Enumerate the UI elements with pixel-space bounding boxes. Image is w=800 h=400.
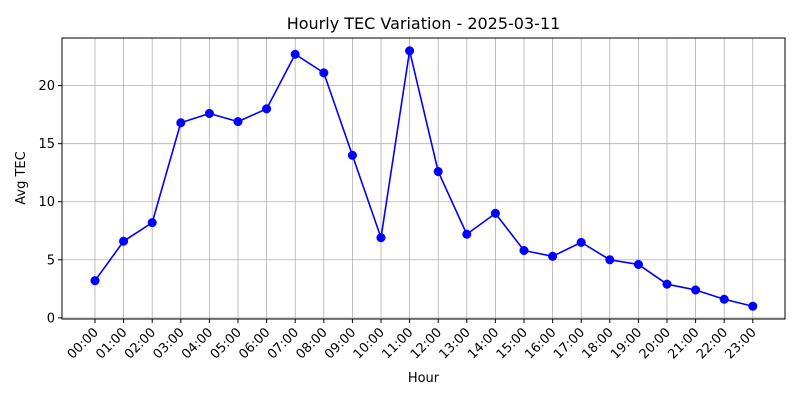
- x-tick-label: 23:00: [723, 325, 760, 362]
- x-tick-label: 05:00: [208, 325, 245, 362]
- x-tick-label: 13:00: [437, 325, 474, 362]
- data-point: [691, 285, 701, 295]
- y-tick-label: 10: [38, 195, 55, 210]
- data-point: [147, 218, 157, 228]
- y-axis-title: Avg TEC: [14, 151, 29, 204]
- data-point: [719, 294, 729, 304]
- chart-title: Hourly TEC Variation - 2025-03-11: [287, 14, 561, 33]
- data-point: [290, 49, 300, 59]
- data-point: [633, 259, 643, 269]
- x-tick-label: 22:00: [694, 325, 731, 362]
- y-tick-label: 15: [38, 137, 55, 152]
- plot-frame: [61, 37, 786, 320]
- x-tick-label: 01:00: [93, 325, 130, 362]
- series-layer: [90, 46, 758, 311]
- y-tick-label: 5: [47, 253, 55, 268]
- grid: [62, 38, 785, 319]
- series-line: [94, 49, 753, 308]
- data-point: [119, 236, 129, 246]
- data-point: [462, 229, 472, 239]
- x-tick-label: 07:00: [265, 325, 302, 362]
- x-tick-label: 00:00: [65, 325, 102, 362]
- data-point: [662, 279, 672, 289]
- x-axis-ticks: 00:0001:0002:0003:0004:0005:0006:0007:00…: [65, 319, 760, 362]
- data-point: [548, 251, 558, 261]
- data-point: [433, 166, 443, 177]
- x-tick-label: 16:00: [522, 325, 559, 362]
- y-tick-label: 20: [38, 79, 55, 94]
- x-tick-label: 11:00: [379, 325, 416, 362]
- data-point: [748, 301, 758, 311]
- data-point: [233, 117, 243, 127]
- data-point: [490, 208, 500, 218]
- x-tick-label: 21:00: [665, 325, 702, 362]
- x-tick-label: 19:00: [608, 325, 645, 362]
- x-tick-label: 20:00: [637, 325, 674, 362]
- data-point: [576, 237, 586, 247]
- y-axis-ticks: 0 5 10 15 20: [38, 79, 62, 326]
- data-point: [90, 276, 100, 286]
- data-point: [347, 150, 357, 160]
- x-tick-label: 02:00: [122, 325, 159, 362]
- x-tick-label: 08:00: [294, 325, 331, 362]
- x-tick-label: 17:00: [551, 325, 588, 362]
- x-tick-label: 09:00: [322, 325, 359, 362]
- data-point: [204, 108, 214, 119]
- x-tick-label: 18:00: [580, 325, 617, 362]
- x-tick-label: 15:00: [494, 325, 531, 362]
- x-tick-label: 04:00: [179, 325, 216, 362]
- x-tick-label: 14:00: [465, 325, 502, 362]
- data-point: [519, 245, 529, 256]
- x-axis-title: Hour: [408, 371, 440, 386]
- data-point: [176, 118, 186, 128]
- data-point: [376, 233, 386, 243]
- y-tick-label: 0: [47, 311, 55, 326]
- x-tick-label: 06:00: [236, 325, 273, 362]
- data-point: [605, 255, 615, 265]
- x-tick-label: 10:00: [351, 325, 388, 362]
- x-tick-label: 12:00: [408, 325, 445, 362]
- data-point: [405, 46, 415, 56]
- data-point: [319, 68, 329, 78]
- x-tick-label: 03:00: [151, 325, 188, 362]
- data-point: [262, 104, 272, 114]
